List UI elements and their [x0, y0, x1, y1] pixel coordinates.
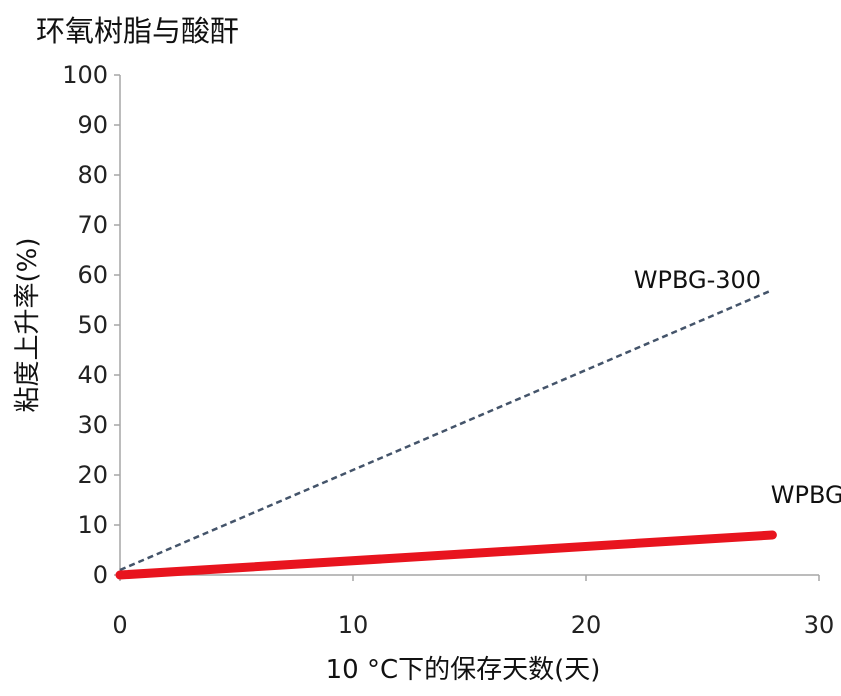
chart-title: 环氧树脂与酸酐 — [36, 14, 240, 48]
y-tick-label: 10 — [77, 511, 108, 539]
y-axis-ticks: 0 10 20 30 40 50 60 70 80 90 100 — [62, 61, 120, 589]
x-tick-label: 30 — [804, 611, 835, 639]
y-tick-label: 20 — [77, 461, 108, 489]
x-tick-label: 0 — [112, 611, 127, 639]
series-labels: WPBG-300 WPBG-345 — [634, 266, 841, 509]
y-tick-label: 0 — [93, 561, 108, 589]
x-tick-label: 20 — [571, 611, 602, 639]
x-axis-title: 10 °C下的保存天数(天) — [326, 655, 601, 685]
x-tick-label: 10 — [338, 611, 369, 639]
y-tick-label: 30 — [77, 411, 108, 439]
series-label-wpbg-300: WPBG-300 — [634, 266, 761, 294]
y-tick-label: 60 — [77, 261, 108, 289]
series-lines — [115, 288, 777, 580]
y-tick-label: 90 — [77, 111, 108, 139]
axes — [119, 75, 819, 576]
y-axis-title: 粘度上升率(%) — [13, 238, 43, 413]
y-tick-label: 50 — [77, 311, 108, 339]
x-axis-ticks: 0 10 20 30 — [112, 575, 834, 639]
y-tick-label: 70 — [77, 211, 108, 239]
y-tick-label: 100 — [62, 61, 108, 89]
series-line-wpbg-300 — [119, 288, 773, 572]
y-tick-label: 40 — [77, 361, 108, 389]
series-line-wpbg-345 — [115, 530, 777, 580]
series-label-wpbg-345: WPBG-345 — [771, 481, 841, 509]
y-tick-label: 80 — [77, 161, 108, 189]
